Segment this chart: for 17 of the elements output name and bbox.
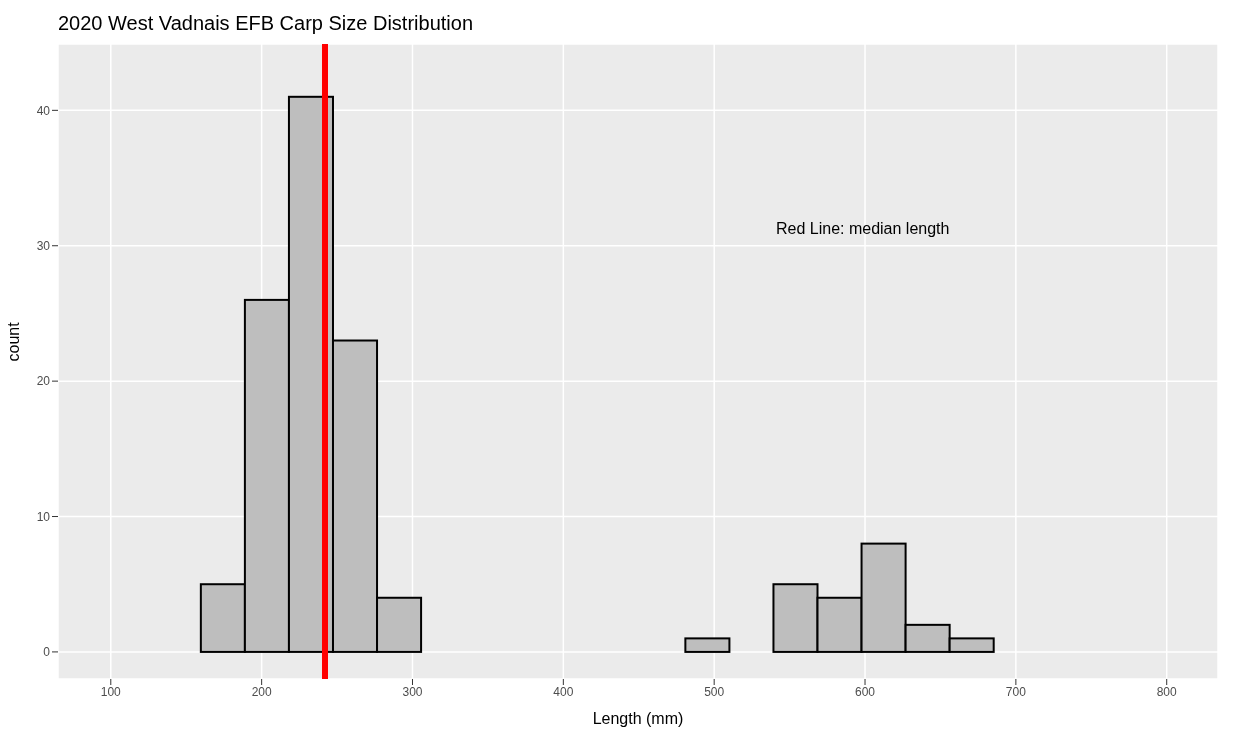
x-axis-title: Length (mm) bbox=[592, 710, 684, 727]
x-tick-label: 500 bbox=[704, 684, 725, 699]
y-tick-label: 10 bbox=[36, 509, 51, 524]
y-axis-title: count bbox=[4, 321, 22, 362]
chart-title: 2020 West Vadnais EFB Carp Size Distribution bbox=[57, 11, 474, 36]
y-tick-label: 0 bbox=[43, 645, 51, 660]
x-tick-label: 100 bbox=[100, 684, 122, 699]
y-tick-label: 30 bbox=[36, 239, 51, 253]
y-tick-label: 20 bbox=[36, 374, 51, 389]
x-tick-label: 600 bbox=[855, 684, 876, 699]
annotation: Red Line: median length bbox=[776, 220, 950, 238]
x-tick-label: 200 bbox=[251, 684, 272, 699]
x-tick-label: 700 bbox=[1005, 684, 1027, 699]
x-tick-label: 300 bbox=[402, 684, 423, 699]
y-tick-label: 40 bbox=[36, 103, 51, 118]
x-tick-label: 400 bbox=[553, 684, 574, 699]
x-tick-label: 800 bbox=[1156, 684, 1178, 699]
